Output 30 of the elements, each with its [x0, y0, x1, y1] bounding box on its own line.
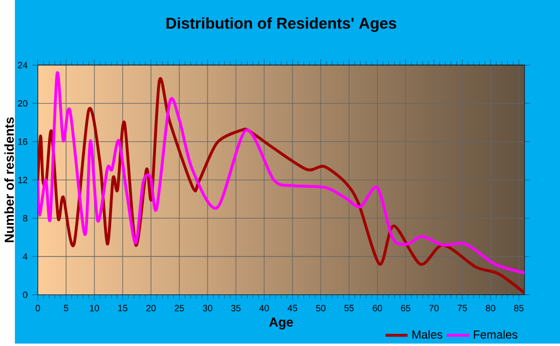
x-tick-label: 20	[146, 305, 156, 312]
y-tick-label: 12	[18, 176, 28, 184]
x-tick-label: 0	[36, 305, 40, 312]
x-tick-label: 45	[288, 305, 298, 312]
y-tick-label: 0	[22, 292, 28, 298]
x-tick-label: 60	[372, 305, 382, 312]
x-axis-title: Age	[269, 318, 293, 330]
x-tick-label: 40	[259, 305, 269, 312]
x-tick-label: 30	[202, 305, 212, 312]
x-tick-label: 15	[118, 305, 128, 312]
x-tick-label: 25	[174, 305, 184, 312]
y-tick-label: 16	[18, 138, 28, 145]
x-tick-label: 35	[231, 305, 241, 312]
x-tick-label: 85	[514, 305, 524, 312]
y-tick-label: 8	[23, 215, 28, 222]
y-tick-label: 24	[18, 62, 28, 68]
y-tick-label: 4	[22, 254, 28, 260]
y-axis-title: Number of residents	[4, 118, 14, 242]
x-tick-label: 10	[90, 305, 100, 312]
x-tick-label: 50	[316, 305, 326, 312]
x-tick-label: 55	[344, 305, 354, 312]
chart-title: Distribution of Residents' Ages	[166, 17, 396, 32]
legend-label: Females	[474, 330, 518, 339]
x-tick-label: 80	[486, 305, 496, 312]
x-tick-label: 70	[429, 305, 439, 312]
x-tick-label: 5	[64, 305, 68, 312]
x-tick-label: 75	[458, 305, 467, 312]
x-tick-label: 65	[401, 305, 410, 312]
legend-label: Males	[412, 330, 442, 339]
y-tick-label: 20	[18, 100, 28, 107]
